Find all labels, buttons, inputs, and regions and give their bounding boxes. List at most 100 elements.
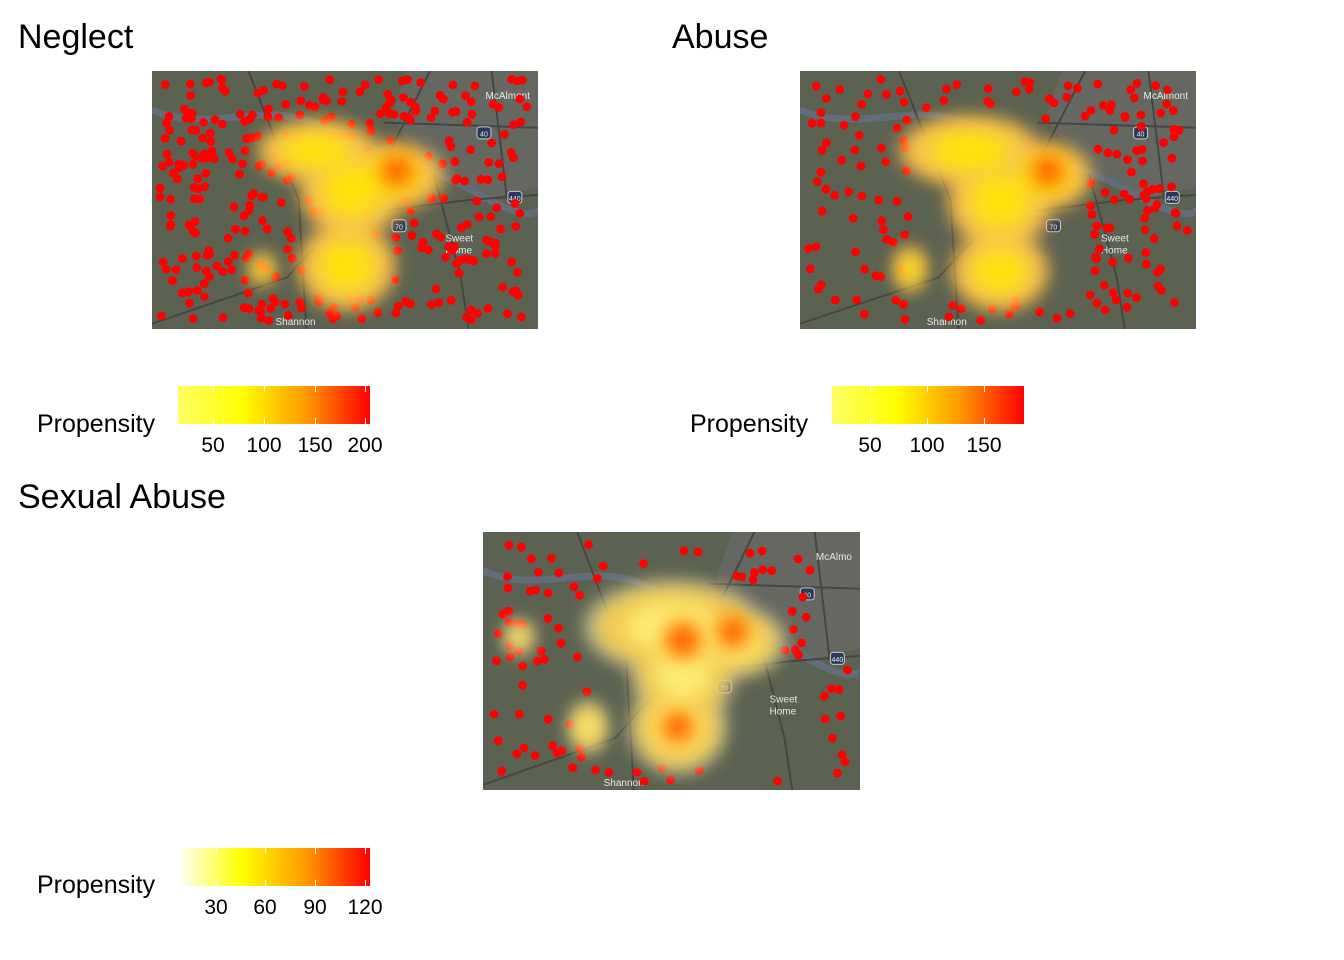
case-point [366, 127, 375, 136]
case-point [461, 91, 470, 100]
case-point [455, 269, 464, 278]
case-point [224, 234, 233, 243]
density-region [975, 251, 1025, 292]
case-point [169, 169, 178, 178]
case-point [794, 651, 803, 660]
case-point [511, 222, 520, 231]
density-region [256, 261, 268, 277]
case-point [952, 80, 961, 89]
legend-tick-mark [264, 386, 265, 392]
legend-label-sexual-abuse: Propensity [37, 871, 155, 900]
case-point [797, 639, 806, 648]
case-point [178, 289, 187, 298]
case-point [547, 554, 556, 563]
case-point [818, 207, 827, 216]
case-point [1095, 245, 1104, 254]
case-point [666, 776, 675, 785]
case-point [190, 194, 199, 203]
case-point [499, 283, 508, 292]
case-point [1112, 150, 1121, 159]
density-hotspot [1030, 153, 1066, 189]
case-point [287, 234, 296, 243]
legend-tick-mark [984, 418, 985, 424]
case-point [554, 624, 563, 633]
legend-tick-label: 90 [303, 896, 326, 920]
case-point [178, 254, 187, 263]
case-point [804, 244, 813, 253]
case-point [1138, 157, 1147, 166]
case-point [557, 639, 566, 648]
legend-colorbar-neglect [178, 386, 370, 424]
case-point [841, 757, 850, 766]
case-point [983, 97, 992, 106]
case-point [1087, 106, 1096, 115]
case-point [558, 746, 567, 755]
case-point [507, 258, 516, 267]
case-point [860, 265, 869, 274]
case-point [419, 238, 428, 247]
case-point [1053, 314, 1062, 323]
case-point [531, 751, 540, 760]
case-point [494, 736, 503, 745]
case-point [165, 126, 174, 135]
case-point [484, 158, 493, 167]
map-canvas-sexual-abuse: McAlmoSweetHomeShannon4044070 [483, 532, 860, 790]
case-point [165, 158, 174, 167]
case-point [875, 196, 884, 205]
case-point [516, 118, 525, 127]
legend-tick-label: 150 [966, 434, 1001, 458]
density-hotspot [379, 153, 415, 189]
case-point [1041, 114, 1050, 123]
case-point [849, 214, 858, 223]
case-point [185, 299, 194, 308]
case-point [241, 276, 250, 285]
case-point [820, 692, 829, 701]
case-point [505, 541, 514, 550]
legend-tick-mark [265, 848, 266, 854]
case-point [191, 126, 200, 135]
case-point [230, 251, 239, 260]
case-point [496, 225, 505, 234]
case-point [451, 157, 460, 166]
case-point [475, 212, 484, 221]
case-point [1063, 93, 1072, 102]
case-point [812, 82, 821, 91]
legend-tick-mark [315, 418, 316, 424]
case-point [1120, 190, 1129, 199]
case-point [1106, 223, 1115, 232]
case-point [406, 115, 415, 124]
legend-tick-mark [365, 880, 366, 886]
case-point [1153, 268, 1162, 277]
case-point [206, 129, 215, 138]
case-point [449, 81, 458, 90]
case-point [1086, 291, 1095, 300]
legend-colorbar-sexual-abuse [178, 848, 370, 886]
case-point [518, 662, 527, 671]
legend-tick-label: 60 [253, 896, 276, 920]
highway-shield-label: 70 [395, 224, 403, 231]
place-label-sweet-home: Sweet [770, 694, 798, 705]
case-point [817, 108, 826, 117]
case-point [817, 280, 826, 289]
case-point [1153, 200, 1162, 209]
case-point [1157, 286, 1166, 295]
case-point [386, 136, 395, 145]
case-point [393, 246, 402, 255]
case-point [189, 227, 198, 236]
case-point [161, 134, 170, 143]
case-point [1094, 145, 1103, 154]
density-hotspot [663, 620, 703, 660]
case-point [432, 230, 441, 239]
case-point [1110, 126, 1119, 135]
case-point [383, 90, 392, 99]
case-point [855, 131, 864, 140]
case-point [391, 233, 400, 242]
legend-tick-mark [315, 848, 316, 854]
case-point [166, 222, 175, 231]
case-point [471, 82, 480, 91]
case-point [1133, 79, 1142, 88]
case-point [568, 763, 577, 772]
case-point [749, 576, 758, 585]
case-point [473, 197, 482, 206]
case-point [205, 272, 214, 281]
